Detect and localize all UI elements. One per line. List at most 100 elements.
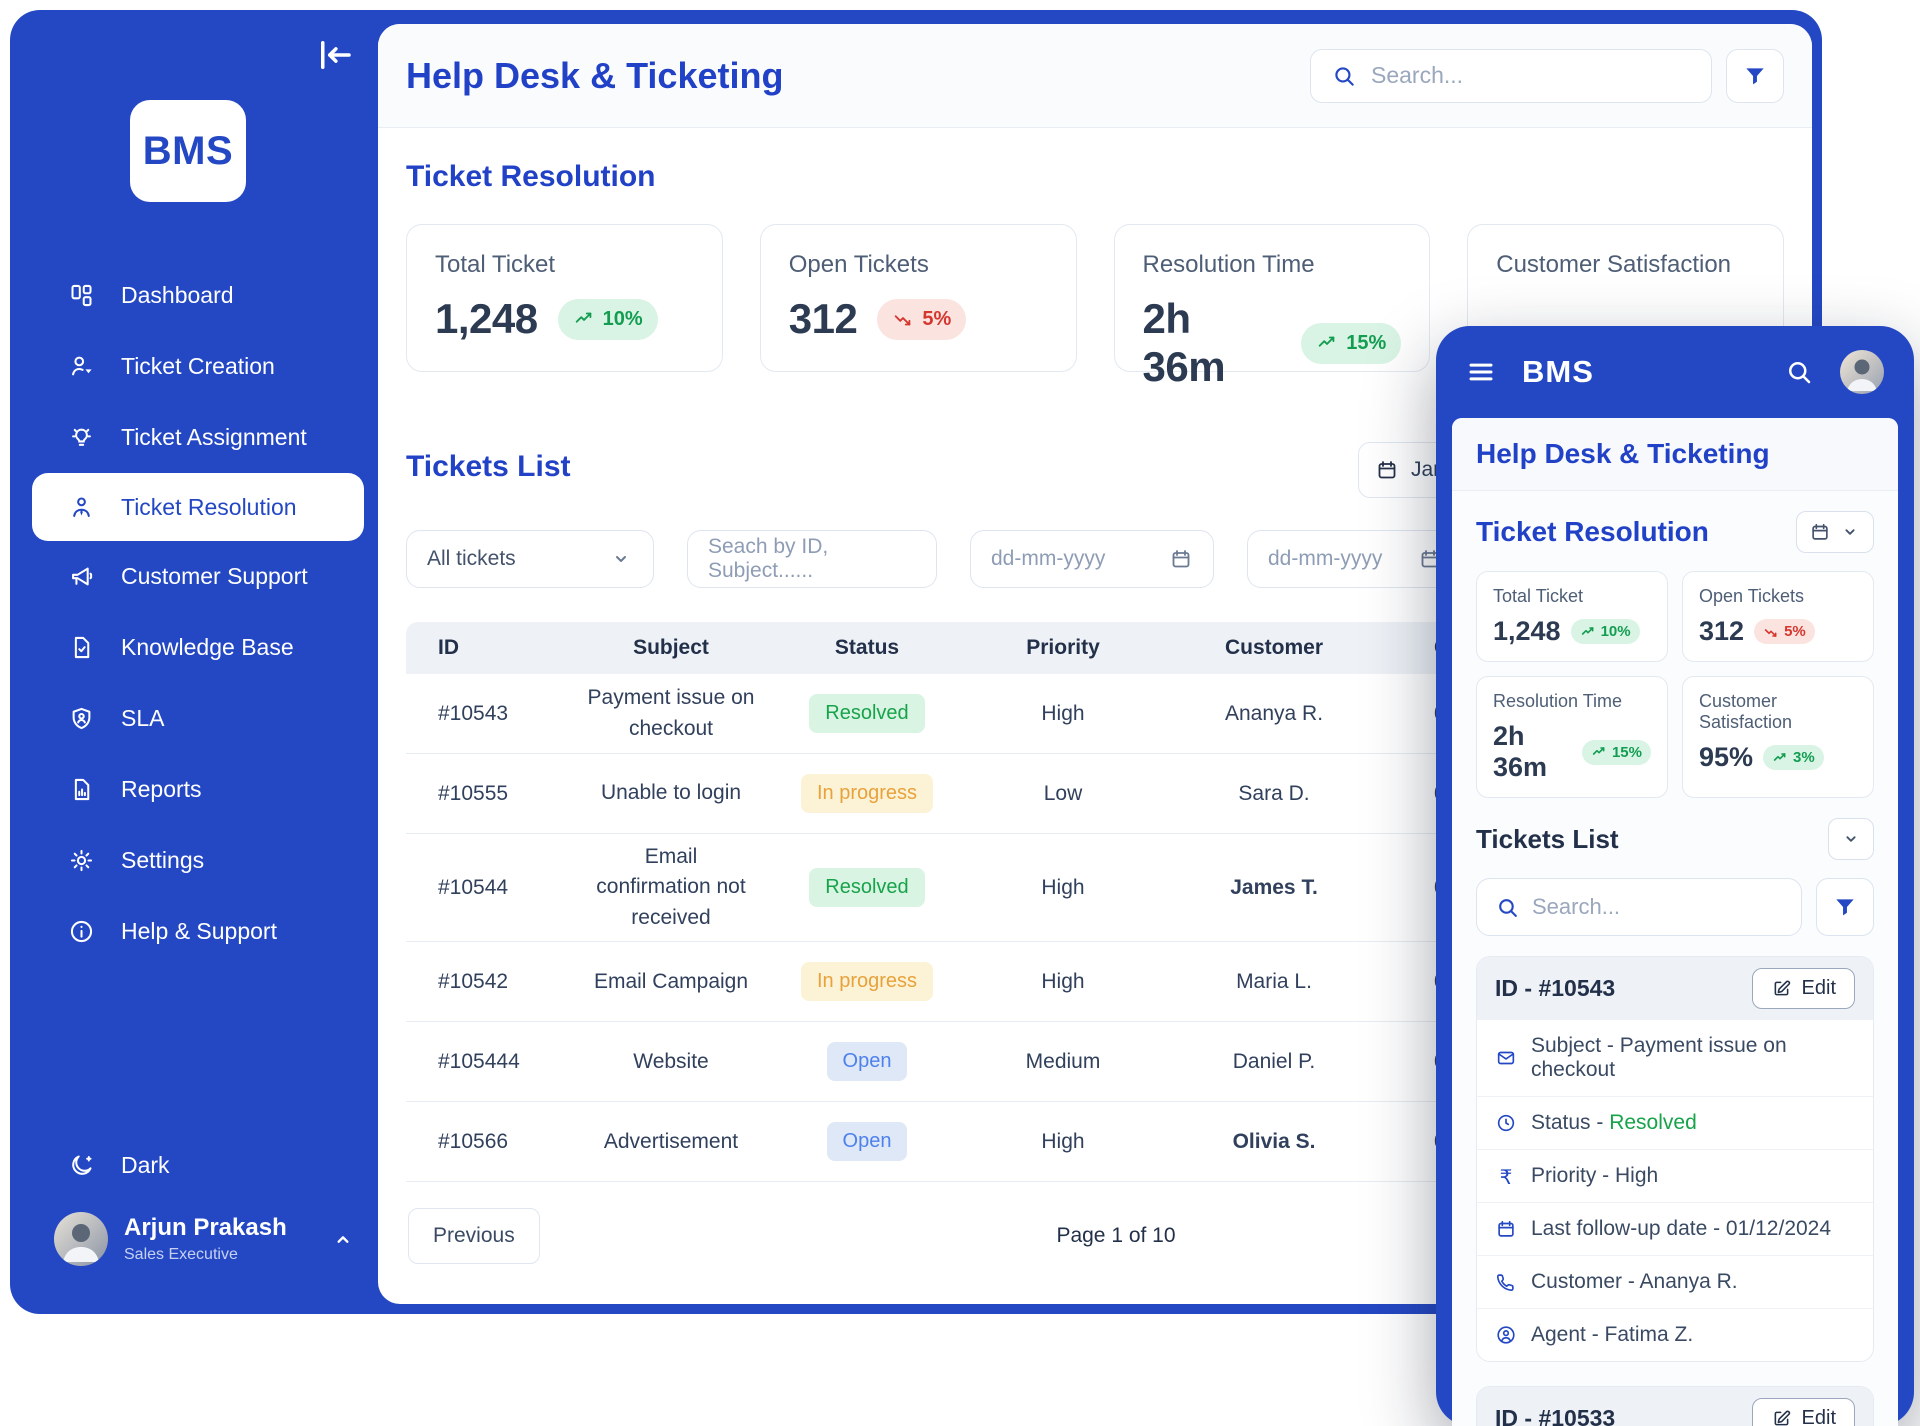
gear-icon: [68, 847, 95, 874]
status-value: Resolved: [1609, 1111, 1697, 1134]
ticket-search-placeholder: Seach by ID, Subject......: [708, 535, 829, 582]
date-to-placeholder: dd-mm-yyyy: [1268, 547, 1383, 570]
calendar-icon: [1375, 458, 1399, 482]
edit-button[interactable]: Edit: [1751, 1398, 1855, 1426]
edit-pencil-icon: [1771, 978, 1792, 999]
mobile-stat-open-tickets: Open Tickets 312 5%: [1682, 571, 1874, 662]
ticket-search-field[interactable]: Seach by ID, Subject......: [687, 530, 937, 588]
funnel-icon: [1832, 894, 1858, 920]
mobile-calendar-button[interactable]: [1796, 511, 1874, 553]
theme-toggle[interactable]: Dark: [10, 1130, 378, 1201]
tickets-list-title: Tickets List: [406, 450, 571, 483]
sidebar-item-reports[interactable]: Reports: [10, 754, 378, 825]
stat-title: Open Tickets: [788, 251, 929, 278]
filter-button[interactable]: [1726, 48, 1784, 103]
mobile-page-title: Help Desk & Ticketing: [1452, 418, 1898, 491]
trend-down-icon: [892, 308, 914, 330]
ticket-id: ID - #10533: [1495, 1405, 1616, 1426]
trend-up-icon: [573, 308, 595, 330]
ticket-detail-priority: ₹ Priority - High: [1477, 1149, 1873, 1202]
ticket-customer: Sara D.: [1238, 781, 1310, 805]
table-row[interactable]: #10566 Advertisement Open High Olivia S.…: [406, 1102, 1784, 1183]
sidebar-item-ticket-assignment[interactable]: Ticket Assignment: [10, 402, 378, 473]
previous-button[interactable]: Previous: [408, 1208, 540, 1265]
stat-value: 1,248: [1493, 616, 1561, 646]
user-profile[interactable]: Arjun Prakash Sales Executive: [54, 1212, 356, 1266]
stat-value: 1,248: [435, 295, 538, 342]
trend-badge: 15%: [1301, 322, 1402, 364]
table-row[interactable]: #10542 Email Campaign In progress High M…: [406, 942, 1784, 1023]
stat-title: Total Ticket: [1493, 586, 1584, 606]
date-from-field[interactable]: dd-mm-yyyy: [970, 530, 1214, 588]
ticket-detail-subject: Subject - Payment issue on checkout: [1477, 1020, 1873, 1096]
stat-value: 312: [1699, 616, 1745, 646]
sidebar-collapse-icon[interactable]: [314, 34, 356, 76]
stat-value: 312: [788, 295, 858, 342]
ticket-customer: Maria L.: [1236, 969, 1312, 993]
table-row[interactable]: #105444 Website Open Medium Daniel P. 0: [406, 1022, 1784, 1103]
ticket-id: #10555: [438, 781, 509, 805]
sidebar-item-settings[interactable]: Settings: [10, 825, 378, 896]
ticket-id: ID - #10543: [1495, 975, 1616, 1001]
sidebar-nav: Dashboard Ticket Creation Ticket Assignm…: [10, 260, 378, 967]
sidebar-item-sla[interactable]: SLA: [10, 683, 378, 754]
document-check-icon: [68, 634, 95, 661]
stats-row: Total Ticket 1,248 10% Open Tickets 312 …: [406, 224, 1784, 390]
status-badge: Open: [826, 1042, 908, 1082]
ticket-type-value: All tickets: [427, 547, 516, 570]
mobile-search-input[interactable]: [1532, 894, 1783, 920]
rupee-icon: ₹: [1499, 1167, 1513, 1189]
date-from-placeholder: dd-mm-yyyy: [991, 547, 1106, 570]
ticket-customer: James T.: [1230, 875, 1318, 899]
ticket-subject: Email Campaign: [593, 969, 749, 993]
mobile-content: Help Desk & Ticketing Ticket Resolution …: [1452, 418, 1898, 1426]
sidebar-item-label: Dashboard: [121, 282, 234, 308]
table-row[interactable]: #10544 Email confirmation not received R…: [406, 834, 1784, 943]
chevron-up-icon[interactable]: [330, 1226, 356, 1252]
sidebar-item-help-support[interactable]: Help & Support: [10, 896, 378, 967]
brand-logo: BMS: [130, 100, 246, 202]
search-input[interactable]: [1371, 62, 1691, 89]
mobile-ticket-search[interactable]: [1476, 878, 1802, 936]
ticket-id: #10543: [438, 701, 509, 725]
sidebar-item-dashboard[interactable]: Dashboard: [10, 260, 378, 331]
ticket-priority: High: [1041, 701, 1085, 725]
sidebar-item-label: Ticket Resolution: [121, 493, 297, 520]
mobile-search-icon[interactable]: [1784, 357, 1814, 387]
mobile-avatar[interactable]: [1840, 350, 1884, 394]
mobile-brand: BMS: [1522, 354, 1594, 389]
ticket-priority: Low: [1043, 781, 1083, 805]
main-header: Help Desk & Ticketing: [378, 24, 1812, 128]
ticket-type-select[interactable]: All tickets: [406, 530, 654, 588]
global-search[interactable]: [1310, 48, 1712, 103]
sidebar-item-label: Ticket Creation: [121, 353, 275, 379]
funnel-icon: [1742, 63, 1768, 89]
sidebar-item-label: SLA: [121, 705, 165, 731]
sidebar-item-knowledge-base[interactable]: Knowledge Base: [10, 612, 378, 683]
sidebar-item-label: Customer Support: [121, 563, 308, 589]
moon-icon: [68, 1152, 95, 1179]
table-row[interactable]: #10543 Payment issue on checkout Resolve…: [406, 674, 1784, 754]
megaphone-icon: [68, 563, 95, 590]
main-body: Ticket Resolution Total Ticket 1,248 10%…: [378, 128, 1812, 1272]
trend-badge: 3%: [1763, 745, 1824, 770]
sidebar-item-ticket-creation[interactable]: Ticket Creation: [10, 331, 378, 402]
stat-title: Total Ticket: [435, 251, 556, 278]
sidebar-item-customer-support[interactable]: Customer Support: [10, 541, 378, 612]
ticket-priority: Medium: [1025, 1049, 1101, 1073]
ticket-id: #10566: [438, 1129, 509, 1153]
date-to-field[interactable]: dd-mm-yyyy: [1247, 530, 1463, 588]
status-badge: Resolved: [809, 868, 925, 908]
edit-button[interactable]: Edit: [1751, 968, 1855, 1009]
stat-title: Resolution Time: [1493, 691, 1623, 711]
hamburger-menu-icon[interactable]: [1466, 357, 1496, 387]
page-title: Help Desk & Ticketing: [406, 54, 784, 96]
collapse-list-button[interactable]: [1828, 818, 1874, 860]
table-row[interactable]: #10555 Unable to login In progress Low S…: [406, 754, 1784, 834]
calendar-icon: [1495, 1218, 1517, 1240]
ticket-priority: High: [1041, 875, 1085, 899]
mobile-filter-button[interactable]: [1816, 878, 1874, 936]
sidebar-item-ticket-resolution[interactable]: Ticket Resolution: [32, 473, 364, 541]
ticket-subject: Email confirmation not received: [596, 845, 746, 929]
col-id: ID: [438, 636, 459, 659]
